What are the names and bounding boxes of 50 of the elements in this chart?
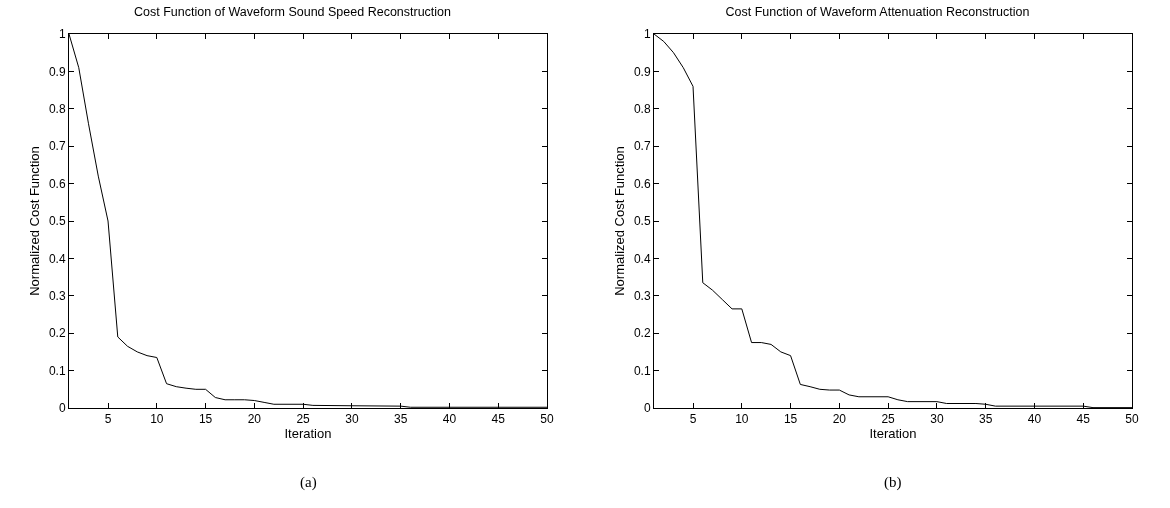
- x-tick-label: 50: [1125, 412, 1139, 427]
- y-axis-title: Normalized Cost Function: [26, 146, 42, 296]
- x-tick-label: 45: [1076, 412, 1091, 427]
- x-tick-label: 30: [930, 412, 944, 427]
- x-tick-label: 40: [1027, 412, 1042, 427]
- x-tick-label: 50: [540, 412, 554, 427]
- y-tick-label: 0.5: [633, 214, 651, 229]
- text: (b): [884, 474, 902, 491]
- x-axis-title: Iteration: [284, 426, 332, 442]
- x-tick-label: 30: [345, 412, 359, 427]
- y-tick-label: 0.3: [48, 289, 66, 303]
- x-tick-label: 20: [247, 412, 262, 427]
- y-tick-label: 0: [58, 401, 66, 416]
- x-tick-label: 5: [104, 412, 112, 427]
- y-tick-label: 0.2: [48, 326, 66, 341]
- x-tick-label: 35: [393, 412, 408, 427]
- x-tick-label: 15: [198, 412, 213, 427]
- y-tick-label: 0.9: [633, 64, 651, 79]
- y-tick-label: 1: [643, 27, 651, 42]
- x-tick-label: 5: [689, 412, 697, 427]
- y-tick-label: 0: [643, 401, 651, 416]
- x-tick-label: 10: [735, 412, 749, 427]
- y-tick-label: 0.8: [48, 102, 66, 116]
- x-axis-title: Iteration: [869, 426, 917, 442]
- x-tick-label: 10: [150, 412, 164, 427]
- y-tick-label: 0.4: [633, 251, 651, 266]
- y-tick-label: 0.2: [633, 326, 651, 341]
- y-tick-label: 0.9: [48, 64, 66, 79]
- y-tick-label: 0.7: [48, 139, 66, 154]
- chart-title: Cost Function of Waveform Attenuation Reconstruction: [725, 5, 1030, 20]
- y-tick-label: 0.7: [633, 139, 651, 154]
- y-tick-label: 0.5: [48, 214, 66, 229]
- text: (a): [300, 474, 317, 491]
- y-tick-label: 0.1: [48, 363, 66, 378]
- x-tick-label: 20: [832, 412, 847, 427]
- x-tick-label: 25: [881, 412, 896, 427]
- x-tick-label: 25: [296, 412, 311, 427]
- chart-title: Cost Function of Waveform Sound Speed Reconstruction: [133, 5, 452, 20]
- y-axis-title: Normalized Cost Function: [611, 146, 627, 296]
- y-tick-label: 0.8: [633, 102, 651, 116]
- x-tick-label: 35: [978, 412, 993, 427]
- y-tick-label: 1: [58, 27, 66, 42]
- y-tick-label: 0.1: [633, 363, 651, 378]
- y-tick-label: 0.4: [48, 251, 66, 266]
- y-tick-label: 0.6: [48, 176, 66, 191]
- x-tick-label: 45: [491, 412, 506, 427]
- x-tick-label: 15: [783, 412, 798, 427]
- y-tick-label: 0.6: [633, 176, 651, 191]
- y-tick-label: 0.3: [633, 289, 651, 303]
- x-tick-label: 40: [442, 412, 457, 427]
